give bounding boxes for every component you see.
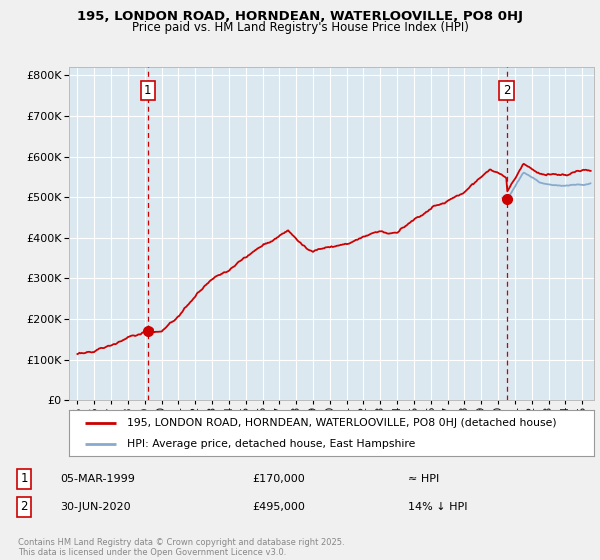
Text: 30-JUN-2020: 30-JUN-2020: [60, 502, 131, 512]
Text: HPI: Average price, detached house, East Hampshire: HPI: Average price, detached house, East…: [127, 439, 415, 449]
Text: Price paid vs. HM Land Registry's House Price Index (HPI): Price paid vs. HM Land Registry's House …: [131, 21, 469, 34]
Text: Contains HM Land Registry data © Crown copyright and database right 2025.
This d: Contains HM Land Registry data © Crown c…: [18, 538, 344, 557]
Text: £495,000: £495,000: [252, 502, 305, 512]
Text: 14% ↓ HPI: 14% ↓ HPI: [408, 502, 467, 512]
Text: 195, LONDON ROAD, HORNDEAN, WATERLOOVILLE, PO8 0HJ: 195, LONDON ROAD, HORNDEAN, WATERLOOVILL…: [77, 10, 523, 23]
Text: 1: 1: [20, 472, 28, 486]
Text: 2: 2: [503, 84, 510, 97]
Text: £170,000: £170,000: [252, 474, 305, 484]
Text: 2: 2: [20, 500, 28, 514]
Text: 05-MAR-1999: 05-MAR-1999: [60, 474, 135, 484]
Text: 195, LONDON ROAD, HORNDEAN, WATERLOOVILLE, PO8 0HJ (detached house): 195, LONDON ROAD, HORNDEAN, WATERLOOVILL…: [127, 418, 556, 428]
Text: 1: 1: [144, 84, 151, 97]
Text: ≈ HPI: ≈ HPI: [408, 474, 439, 484]
